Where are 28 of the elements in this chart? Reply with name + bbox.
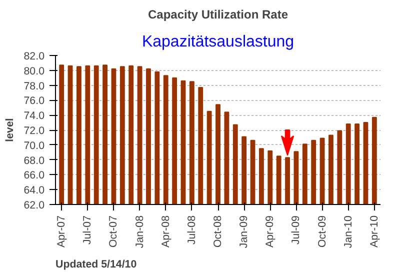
x-tick-label: Jul-08 <box>186 215 198 245</box>
chart-title: Capacity Utilization Rate <box>148 8 288 22</box>
x-tick-label: Jan-10 <box>342 215 354 248</box>
y-tick-label: 62.0 <box>24 200 45 212</box>
x-tick-label: Jan-09 <box>238 215 250 248</box>
y-tick-label: 68.0 <box>24 154 45 167</box>
y-tick-label: 66.0 <box>24 170 45 182</box>
x-tick-label: Apr-07 <box>56 215 68 248</box>
y-tick-label: 72.0 <box>24 125 45 137</box>
x-tick-label: Jul-07 <box>82 215 94 245</box>
x-tick-label: Oct-07 <box>108 215 120 248</box>
x-tick-label: Jan-08 <box>134 215 146 248</box>
y-tick-label: 78.0 <box>24 80 45 92</box>
x-tick-label: Oct-09 <box>316 215 328 248</box>
text: Updated 5/14/10 <box>56 258 137 270</box>
x-tick-label: Oct-08 <box>212 215 224 248</box>
y-tick-label: 74.0 <box>24 110 45 122</box>
x-tick-label: Jul-09 <box>290 215 302 245</box>
y-tick-label: 80.0 <box>24 65 45 78</box>
y-axis-title: level <box>4 118 16 142</box>
y-tick-label: 76.0 <box>24 95 45 108</box>
y-tick-label: 82.0 <box>24 50 45 62</box>
x-tick-label: Apr-10 <box>368 215 380 248</box>
chart-subtitle: Kapazitätsauslastung <box>142 34 294 50</box>
y-tick-label: 64.0 <box>24 184 45 197</box>
x-tick-label: Apr-08 <box>160 215 172 248</box>
y-tick-label: 70.0 <box>24 140 45 152</box>
x-tick-label: Apr-09 <box>264 215 276 248</box>
